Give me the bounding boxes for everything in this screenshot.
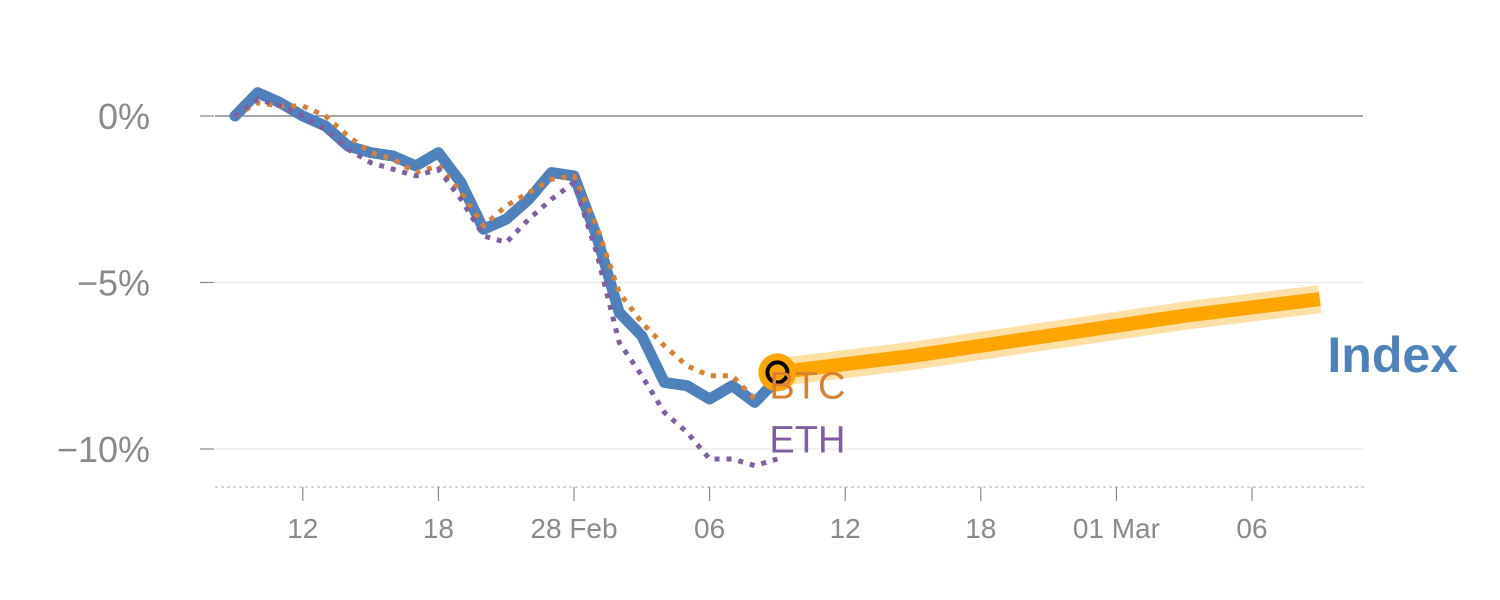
- x-tick-label-2: 28 Feb: [530, 513, 617, 544]
- y-axis: 0% −5% −10%: [57, 96, 214, 470]
- x-tick-label-7: 06: [1236, 513, 1267, 544]
- index-series-label: Index: [1327, 327, 1458, 383]
- series-lines: [229, 87, 1322, 469]
- projection-line: [776, 292, 1321, 380]
- btc-line: [233, 100, 757, 401]
- x-tick-label-5: 18: [965, 513, 996, 544]
- y-tick-label-0: 0%: [98, 96, 150, 137]
- x-axis: 12 18 28 Feb 06 12 18 01 Mar 06: [215, 486, 1365, 544]
- y-tick-label-1: −5%: [77, 263, 150, 304]
- y-tick-label-2: −10%: [57, 429, 150, 470]
- btc-series-label: BTC: [769, 365, 845, 407]
- grid-lines: [215, 115, 1363, 450]
- junction-marker-ring: [765, 360, 790, 385]
- series-labels: BTC ETH Index: [769, 327, 1458, 461]
- x-tick-label-0: 12: [287, 513, 318, 544]
- x-tick-label-3: 06: [694, 513, 725, 544]
- x-tick-label-4: 12: [830, 513, 861, 544]
- eth-series-label: ETH: [769, 419, 845, 461]
- junction-marker-outer: [758, 353, 797, 392]
- x-tick-label-1: 18: [423, 513, 454, 544]
- index-line: [229, 87, 783, 408]
- x-tick-label-6: 01 Mar: [1073, 513, 1160, 544]
